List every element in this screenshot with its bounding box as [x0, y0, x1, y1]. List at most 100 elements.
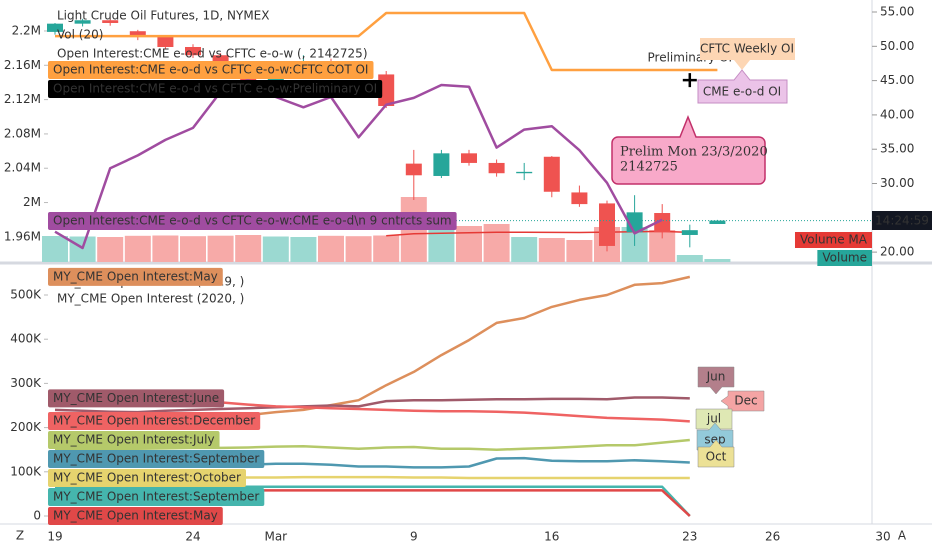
series-label-box [48, 61, 374, 79]
candle-body [185, 46, 201, 56]
oi-line [55, 11, 718, 72]
oi-line [54, 78, 663, 250]
series-label-box [48, 468, 246, 487]
volume-bar [676, 255, 703, 262]
series-label: MY_CME Open Interest:December [53, 413, 255, 427]
volume-bar [152, 235, 179, 262]
series-label: MY_CME Open Interest:September [53, 451, 259, 465]
oi-line [220, 275, 691, 427]
annotation: CME e-o-d OI [703, 85, 781, 99]
x-tick-label: 19 [47, 530, 62, 544]
chart-title: Light Crude Oil Futures, 1D, NYMEX [57, 9, 269, 23]
x-tick-label: 24 [185, 530, 200, 544]
volume-title: Vol (20) [57, 28, 103, 42]
series-tag-label: jul [706, 412, 721, 426]
oi-tick-label: 0 [33, 508, 41, 522]
indicator-title: Open Interest:CME e-o-d vs CFTC e-o-w (,… [57, 47, 368, 61]
oi-tick-label: 2.04M [4, 161, 41, 175]
preliminary-marker [682, 73, 697, 88]
annotation: Prelim Mon 23/3/2020 [620, 145, 768, 160]
oi-tick-label: 500K [10, 288, 42, 302]
oi-tick-label: 2.08M [4, 126, 41, 140]
volume-bar [290, 237, 317, 262]
series-label: MY_CME Open Interest:September [53, 489, 259, 503]
volume-bar [124, 235, 151, 262]
series-tag-label: Oct [706, 450, 727, 464]
series-tag-label: Jun [706, 370, 726, 384]
toolbar-button[interactable]: Z [16, 529, 24, 543]
series-label: MY_CME Open Interest:May [53, 269, 218, 283]
series-label: Open Interest:CME e-o-d vs CFTC e-o-w:Pr… [53, 82, 377, 96]
x-tick-label: 23 [682, 530, 697, 544]
candle-body [433, 153, 450, 176]
volume-bar [42, 236, 68, 262]
series-tag-label: Dec [734, 394, 757, 408]
annotation: 2142725 [620, 160, 678, 175]
volume-bar [318, 235, 344, 262]
series-label: MY_CME Open Interest:June [53, 391, 219, 405]
volume-bar [207, 235, 234, 262]
candle-body [157, 36, 174, 47]
price-tick-label: 55.00 [880, 5, 914, 19]
oi-tick-label: 2.12M [4, 92, 41, 106]
oi-line [54, 396, 690, 414]
candle-body [709, 220, 726, 224]
candle-body [571, 192, 588, 205]
volume-bar [69, 236, 96, 262]
callout [700, 38, 795, 70]
volume-bar [428, 226, 455, 262]
volume-bar [456, 226, 482, 262]
volume-legend: Volume MA [800, 233, 868, 247]
series-label-box [48, 487, 265, 506]
annotation: CFTC Weekly OI [700, 42, 794, 56]
oi-tick-label: 200K [10, 420, 42, 434]
series-tag-label: sep [704, 433, 725, 447]
series-tag [720, 390, 765, 412]
price-tick-label: 30.00 [880, 176, 914, 190]
candle-body [102, 20, 119, 23]
candle-body [461, 153, 477, 163]
candle-body [405, 163, 422, 176]
oi-tick-label: 100K [10, 464, 42, 478]
x-tick-label: Mar [264, 530, 287, 544]
candle-body [129, 31, 146, 37]
candle-body [74, 20, 91, 24]
toolbar-button[interactable]: A [898, 529, 907, 543]
volume-bar [704, 259, 731, 262]
series-label-box [48, 212, 457, 230]
callout [611, 114, 766, 185]
series-label-box [48, 411, 261, 430]
series-label-box [48, 389, 225, 408]
candle-body [543, 156, 560, 192]
series-label-box [48, 506, 223, 525]
price-tick-label: 45.00 [880, 73, 914, 87]
series-label-box [48, 80, 383, 98]
volume-bar [345, 236, 372, 262]
volume-legend-box [794, 232, 872, 248]
oi-tick-label: 2.2M [12, 23, 41, 37]
series-tag [697, 366, 735, 395]
candle-body [488, 162, 505, 174]
volume-bar [97, 237, 124, 262]
oi-tick-label: 2.16M [4, 58, 41, 72]
volume-bar [483, 224, 510, 262]
volume-bar [566, 240, 593, 262]
x-tick-label: 9 [410, 530, 418, 544]
volume-bar [373, 235, 400, 262]
volume-bar [235, 235, 262, 262]
series-tag [697, 439, 735, 468]
volume-bar [538, 238, 565, 262]
candle-body [516, 171, 533, 174]
oi-tick-label: 2M [23, 195, 41, 209]
price-tick-label: 40.00 [880, 107, 914, 121]
candle-body [654, 213, 671, 233]
oi-tick-label: 1.96M [4, 229, 41, 243]
candle-body [599, 203, 615, 246]
indicator-title: MY_CME Open Interest (2020, ) [57, 292, 244, 306]
x-tick-label: 30 [875, 530, 890, 544]
volume-legend: Volume [822, 251, 867, 265]
price-tick-label: 35.00 [880, 142, 914, 156]
x-tick-label: 16 [544, 530, 559, 544]
x-tick-label: 26 [765, 530, 780, 544]
